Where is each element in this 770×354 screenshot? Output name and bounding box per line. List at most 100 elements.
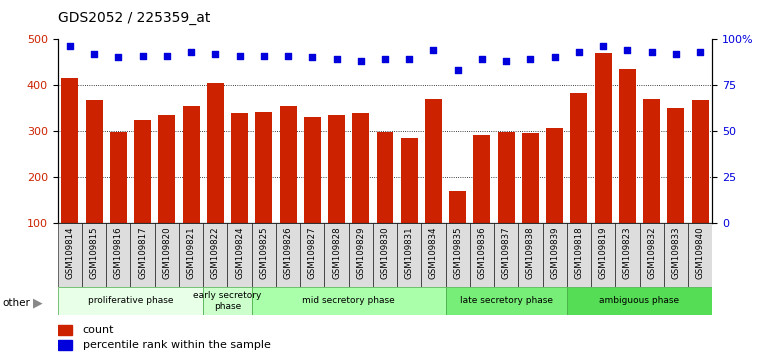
Bar — [446, 223, 470, 287]
Text: GSM109833: GSM109833 — [671, 226, 681, 279]
Bar — [518, 223, 543, 287]
Point — [476, 56, 488, 62]
Bar — [130, 223, 155, 287]
Bar — [571, 93, 588, 223]
Bar — [203, 287, 252, 315]
Point — [694, 49, 706, 55]
Bar — [155, 223, 179, 287]
Bar — [400, 138, 417, 223]
Bar — [377, 132, 393, 223]
Bar — [425, 99, 442, 223]
Bar — [256, 112, 273, 223]
Bar — [328, 115, 345, 223]
Point — [136, 53, 149, 58]
Bar — [373, 223, 397, 287]
Bar — [522, 133, 539, 223]
Bar — [470, 223, 494, 287]
Point — [548, 55, 561, 60]
Bar — [591, 223, 615, 287]
Bar — [619, 69, 636, 223]
Bar — [668, 108, 685, 223]
Point — [524, 56, 537, 62]
Bar — [58, 325, 72, 335]
Point — [670, 51, 682, 57]
Text: GSM109821: GSM109821 — [186, 226, 196, 279]
Bar — [179, 223, 203, 287]
Text: GSM109823: GSM109823 — [623, 226, 632, 279]
Text: ambiguous phase: ambiguous phase — [600, 296, 680, 306]
Text: GSM109832: GSM109832 — [647, 226, 656, 279]
Bar — [207, 82, 224, 223]
Text: GSM109815: GSM109815 — [89, 226, 99, 279]
Bar — [397, 223, 421, 287]
Point — [306, 55, 319, 60]
Text: GSM109822: GSM109822 — [211, 226, 219, 279]
Bar — [324, 223, 349, 287]
Text: GSM109840: GSM109840 — [695, 226, 705, 279]
Bar — [449, 191, 466, 223]
Text: other: other — [2, 298, 30, 308]
Bar — [134, 120, 151, 223]
Bar — [58, 287, 203, 315]
Text: GSM109838: GSM109838 — [526, 226, 535, 279]
Point — [330, 56, 343, 62]
Point — [645, 49, 658, 55]
Text: GSM109828: GSM109828 — [332, 226, 341, 279]
Text: GSM109818: GSM109818 — [574, 226, 584, 279]
Text: GSM109826: GSM109826 — [283, 226, 293, 279]
Text: early secretory
phase: early secretory phase — [193, 291, 262, 310]
Bar — [203, 223, 227, 287]
Text: GSM109825: GSM109825 — [259, 226, 268, 279]
Point — [233, 53, 246, 58]
Bar — [304, 117, 321, 223]
Bar — [349, 223, 373, 287]
Text: percentile rank within the sample: percentile rank within the sample — [82, 340, 270, 350]
Text: GSM109816: GSM109816 — [114, 226, 123, 279]
Bar — [82, 223, 106, 287]
Point — [355, 58, 367, 64]
Bar — [58, 340, 72, 350]
Point — [427, 47, 440, 53]
Point — [282, 53, 294, 58]
Bar — [276, 223, 300, 287]
Bar — [300, 223, 324, 287]
Text: GSM109839: GSM109839 — [551, 226, 559, 279]
Text: GSM109820: GSM109820 — [162, 226, 172, 279]
Point — [64, 44, 76, 49]
Bar — [546, 128, 563, 223]
Text: GSM109827: GSM109827 — [308, 226, 316, 279]
Bar — [494, 223, 518, 287]
Bar — [231, 113, 248, 223]
Bar — [85, 100, 102, 223]
Bar — [252, 223, 276, 287]
Bar — [497, 132, 514, 223]
Point — [403, 56, 415, 62]
Bar — [567, 223, 591, 287]
Text: late secretory phase: late secretory phase — [460, 296, 553, 306]
Bar — [643, 99, 660, 223]
Text: GSM109830: GSM109830 — [380, 226, 390, 279]
Bar — [182, 106, 199, 223]
Text: GSM109831: GSM109831 — [405, 226, 413, 279]
Bar — [110, 132, 127, 223]
Text: proliferative phase: proliferative phase — [88, 296, 173, 306]
Text: ▶: ▶ — [33, 296, 43, 309]
Bar — [62, 78, 79, 223]
Bar — [446, 287, 567, 315]
Text: GSM109814: GSM109814 — [65, 226, 75, 279]
Bar — [106, 223, 130, 287]
Bar — [594, 53, 611, 223]
Text: GSM109829: GSM109829 — [357, 226, 365, 279]
Bar — [691, 100, 708, 223]
Point — [451, 67, 464, 73]
Bar — [227, 223, 252, 287]
Text: GDS2052 / 225359_at: GDS2052 / 225359_at — [58, 11, 210, 25]
Bar — [640, 223, 664, 287]
Bar — [159, 115, 176, 223]
Bar — [353, 114, 370, 223]
Bar — [664, 223, 688, 287]
Point — [112, 55, 125, 60]
Point — [185, 49, 197, 55]
Point — [500, 58, 512, 64]
Bar — [615, 223, 640, 287]
